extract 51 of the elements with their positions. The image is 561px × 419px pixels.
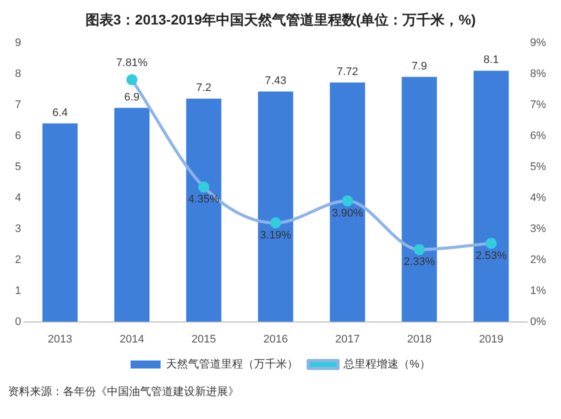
data-label: 3.19% (260, 229, 292, 242)
data-label: 3.90% (332, 207, 364, 220)
data-label: 7.72 (336, 66, 358, 78)
data-label: 6.9 (124, 91, 140, 104)
y2-tick-label: 1% (530, 284, 546, 297)
y2-tick-label: 4% (530, 192, 546, 204)
y2-tick-label: 0% (530, 316, 546, 328)
y2-tick-label: 8% (530, 68, 546, 80)
y2-tick-label: 5% (530, 160, 546, 173)
data-label: 8.1 (484, 54, 499, 66)
legend-label: 总里程增速（%） (342, 358, 430, 371)
y-tick-label: 5 (14, 160, 22, 173)
y-tick-label: 6 (14, 130, 22, 142)
y-tick-label: 7 (14, 98, 22, 111)
y-tick-label: 1 (14, 284, 22, 297)
x-tick-label: 2013 (48, 333, 72, 346)
x-tick-label: 2019 (478, 333, 504, 346)
x-tick-label: 2015 (192, 333, 216, 346)
bar (114, 108, 150, 322)
bar (186, 98, 222, 322)
bar (258, 91, 294, 322)
legend-label: 天然气管道里程（万千米） (166, 358, 298, 371)
data-label: 4.35% (188, 193, 220, 206)
y2-tick-label: 3% (530, 222, 546, 235)
x-tick-label: 2014 (120, 333, 144, 346)
bar (402, 76, 437, 322)
y2-tick-label: 7% (530, 98, 546, 111)
y2-tick-label: 9% (530, 36, 546, 49)
data-label: 2.33% (404, 256, 436, 268)
y-tick-label: 0 (14, 316, 22, 328)
x-tick-label: 2016 (263, 333, 288, 346)
bar (42, 123, 78, 322)
text: 资料来源：各年份《中国油气管道建设新进展》 (8, 384, 240, 399)
data-label: 7.2 (196, 82, 212, 94)
y2-tick-label: 2% (530, 254, 546, 266)
x-tick-label: 2017 (335, 333, 360, 346)
data-label: 7.9 (412, 60, 427, 72)
bar (330, 82, 366, 322)
y-tick-label: 9 (14, 36, 22, 49)
data-label: 2.53% (476, 250, 507, 262)
data-label: 7.43 (264, 75, 286, 87)
y2-tick-label: 6% (530, 130, 546, 142)
y-tick-label: 8 (14, 68, 22, 80)
bar (474, 70, 509, 322)
y-tick-label: 2 (14, 254, 22, 266)
data-label: 6.4 (52, 106, 68, 119)
y-tick-label: 3 (14, 222, 22, 235)
chart-title: 图表3：2013-2019年中国天然气管道里程数(单位：万千米，%) (85, 11, 476, 28)
x-tick-label: 2018 (407, 333, 432, 346)
y-tick-label: 4 (14, 192, 22, 204)
data-label: 7.81% (116, 57, 148, 70)
